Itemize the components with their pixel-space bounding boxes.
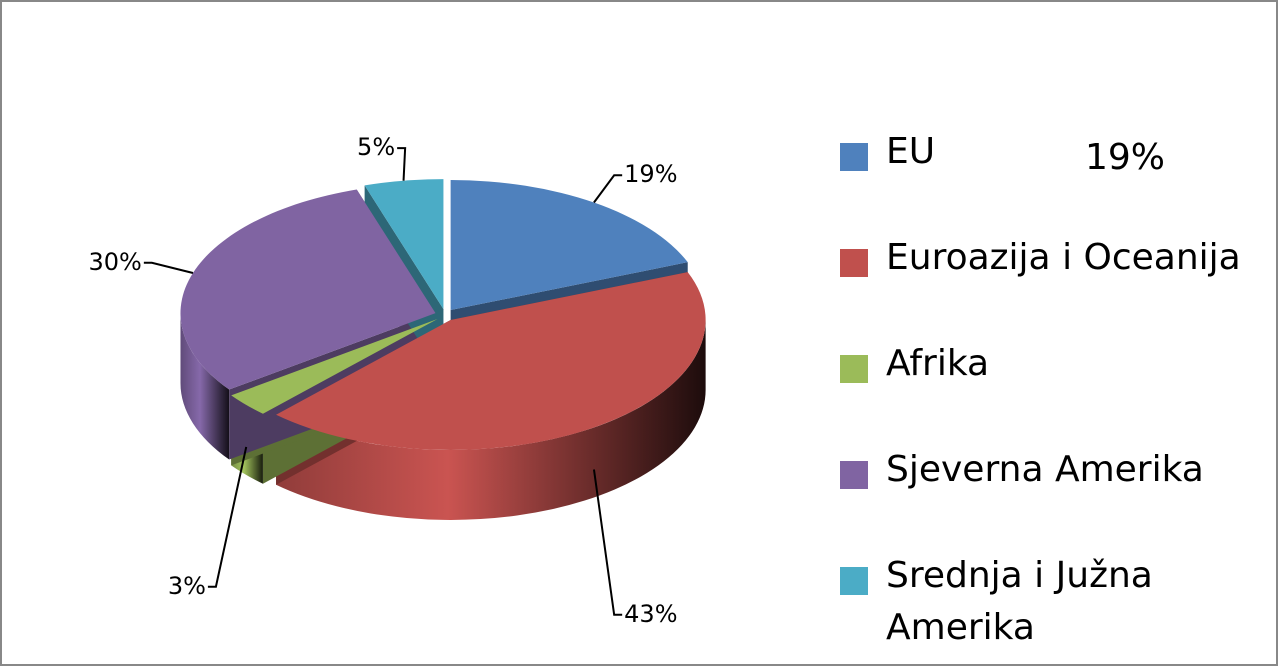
labels: 19% 43% 3% 30% 5% xyxy=(89,133,678,628)
legend-label: Sjeverna Amerika xyxy=(886,449,1204,490)
slice xyxy=(364,179,444,310)
slice xyxy=(276,272,706,450)
slice xyxy=(231,318,438,414)
slice xyxy=(450,180,688,311)
leader-line xyxy=(143,261,194,274)
legend-label: Afrika xyxy=(886,343,990,384)
data-label: 30% xyxy=(89,248,142,276)
legend-swatch xyxy=(840,249,868,277)
data-label: 43% xyxy=(624,600,677,628)
data-label: 5% xyxy=(357,133,395,161)
legend-label: EU xyxy=(886,131,936,172)
legend-swatch xyxy=(840,461,868,489)
slice-side xyxy=(180,313,230,460)
legend-label: Euroazija i Oceanija xyxy=(886,237,1241,278)
leader-line xyxy=(592,469,623,616)
slice xyxy=(180,189,436,390)
tops xyxy=(180,179,706,450)
legend-swatch xyxy=(840,567,868,595)
slice-side xyxy=(276,319,706,520)
legend-swatch xyxy=(840,143,868,171)
legend-label: Srednja i Južna Amerika xyxy=(886,555,1153,648)
leader-line xyxy=(593,174,623,204)
data-label: 3% xyxy=(168,572,206,600)
data-label: 19% xyxy=(624,160,677,188)
legend-annotation: 19% xyxy=(1085,137,1166,178)
leader-line xyxy=(397,147,407,181)
legend-swatch xyxy=(840,355,868,383)
leader-line xyxy=(207,446,248,588)
